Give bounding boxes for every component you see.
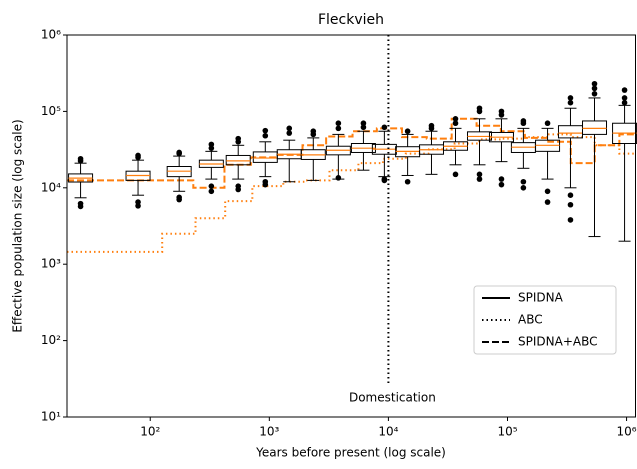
flier (567, 99, 574, 106)
flier (591, 85, 598, 92)
flier (567, 217, 574, 223)
flier (520, 118, 527, 124)
flier (621, 95, 628, 101)
flier (567, 192, 574, 199)
flier (208, 141, 215, 148)
flier (567, 95, 574, 101)
legend (473, 285, 617, 355)
legend-label: ABC (518, 313, 543, 327)
y-tick-label: 10⁶ (41, 28, 61, 42)
flier (498, 176, 505, 182)
y-tick-label: 10¹ (41, 410, 61, 424)
flier (404, 128, 411, 135)
flier (77, 200, 84, 207)
flier (262, 178, 269, 185)
flier (262, 127, 269, 134)
flier (310, 128, 317, 135)
flier (452, 171, 459, 178)
x-tick-label: 10⁶ (617, 425, 637, 439)
flier (544, 120, 551, 127)
flier (452, 120, 459, 127)
x-tick-label: 10² (140, 425, 160, 439)
flier (176, 149, 182, 156)
annotation: Domestication (349, 391, 436, 405)
y-tick-label: 10³ (41, 257, 61, 271)
flier (591, 90, 598, 97)
flier (476, 176, 483, 182)
flier (262, 132, 269, 139)
y-tick-label: 10⁴ (41, 180, 61, 194)
flier (452, 116, 459, 122)
axes-frame (66, 34, 636, 418)
box (582, 120, 608, 135)
x-tick-label: 10⁵ (497, 425, 517, 439)
flier (335, 120, 342, 127)
box (557, 125, 583, 139)
flier (335, 125, 342, 132)
flier (428, 122, 435, 129)
step-line (67, 117, 636, 189)
flier (621, 87, 628, 93)
flier (235, 183, 242, 189)
flier (135, 152, 141, 159)
legend-label: SPIDNA+ABC (518, 335, 597, 349)
flier (567, 201, 574, 208)
flier (520, 185, 527, 191)
flier (235, 135, 242, 142)
flier (335, 175, 342, 181)
flier (476, 171, 483, 178)
flier (135, 199, 141, 205)
flier (286, 130, 293, 136)
x-tick-label: 10³ (259, 425, 279, 439)
flier (498, 181, 505, 188)
flier (498, 108, 505, 115)
y-tick-label: 10² (41, 333, 61, 347)
legend-label: SPIDNA (518, 291, 564, 305)
x-tick-label: 10⁴ (378, 425, 398, 439)
y-tick-label: 10⁵ (41, 104, 61, 118)
x-axis-label: Years before present (log scale) (255, 446, 446, 460)
flier (544, 188, 551, 195)
flier (286, 125, 293, 132)
flier (520, 178, 527, 185)
flier (381, 124, 388, 131)
box (225, 154, 251, 166)
flier (208, 188, 215, 195)
flier (621, 99, 628, 106)
flier (360, 120, 367, 127)
flier (208, 183, 215, 189)
y-axis-label: Effective population size (log scale) (11, 119, 25, 332)
flier (591, 80, 598, 87)
flier (176, 194, 182, 201)
flier (404, 178, 411, 185)
flier (77, 155, 84, 162)
flier (381, 176, 388, 182)
chart-title: Fleckvieh (318, 12, 384, 28)
flier (360, 124, 367, 131)
flier (476, 105, 483, 112)
flier (544, 199, 551, 205)
